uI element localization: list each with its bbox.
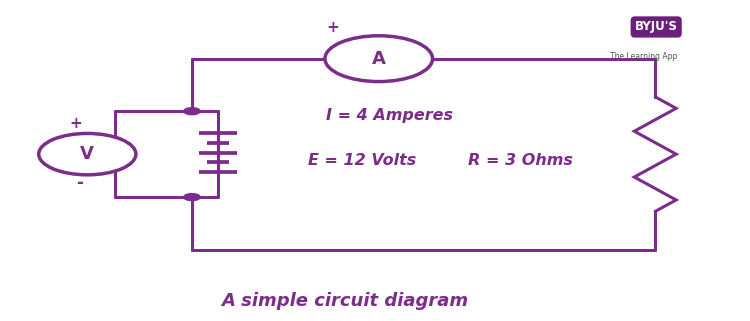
Text: The Learning App: The Learning App: [610, 52, 678, 61]
Text: +: +: [70, 117, 82, 131]
Text: E = 12 Volts: E = 12 Volts: [308, 153, 416, 168]
Circle shape: [325, 36, 433, 82]
Text: R = 3 Ohms: R = 3 Ohms: [468, 153, 573, 168]
Text: BYJU'S: BYJU'S: [634, 21, 678, 33]
Text: A: A: [372, 50, 386, 68]
Text: +: +: [326, 20, 339, 35]
Text: V: V: [80, 145, 94, 163]
Circle shape: [39, 134, 136, 175]
Text: -: -: [76, 174, 83, 192]
Text: I = 4 Amperes: I = 4 Amperes: [326, 108, 454, 124]
Circle shape: [184, 108, 200, 115]
Circle shape: [184, 194, 200, 201]
Text: A simple circuit diagram: A simple circuit diagram: [221, 291, 469, 309]
